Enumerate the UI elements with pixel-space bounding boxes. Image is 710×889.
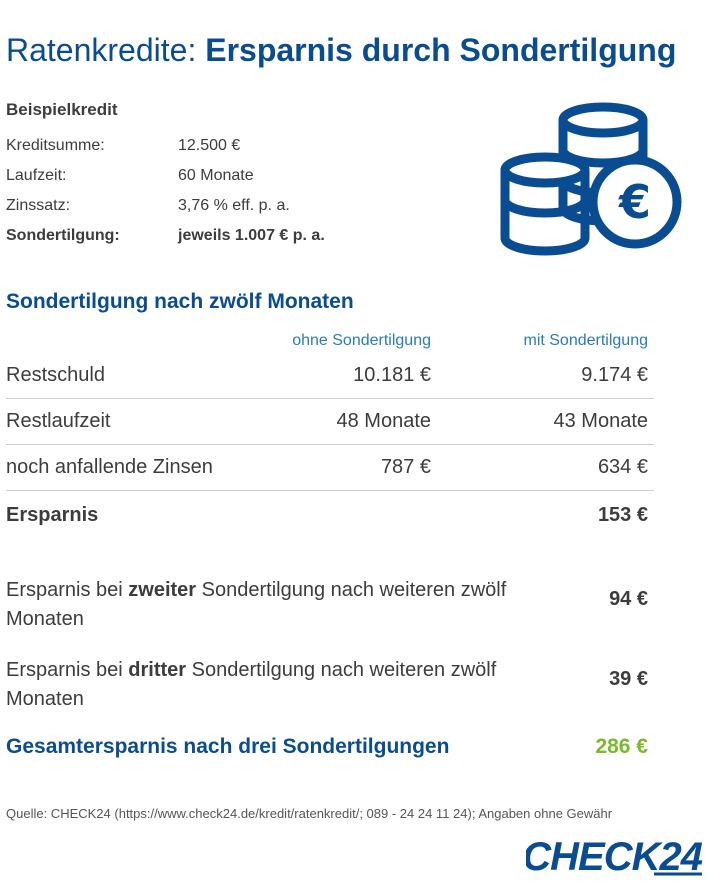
row-value-without: 787 €: [380, 456, 431, 478]
example-row-rate: Zinssatz: 3,76 % eff. p. a.: [6, 197, 290, 215]
extra-savings-second-value: 94 €: [609, 588, 648, 610]
total-label: Gesamtersparnis nach drei Sondertilgunge…: [6, 735, 450, 758]
total-value: 286 €: [595, 735, 648, 758]
example-row-term: Laufzeit: 60 Monate: [6, 167, 254, 185]
example-label: Kreditsumme:: [6, 137, 105, 154]
column-header-with: mit Sondertilgung: [523, 332, 648, 349]
section-title: Sondertilgung nach zwölf Monaten: [6, 290, 354, 313]
column-header-without: ohne Sondertilgung: [292, 332, 431, 349]
example-value: jeweils 1.007 € p. a.: [178, 227, 325, 244]
extra-text: Ersparnis bei: [6, 659, 129, 681]
row-value-with: 9.174 €: [581, 364, 648, 386]
row-value-with: 43 Monate: [553, 410, 648, 432]
example-row-amount: Kreditsumme: 12.500 €: [6, 137, 240, 155]
extra-text: Sondertilgung nach weiteren zwölf Monate…: [6, 579, 507, 630]
example-value: 12.500 €: [178, 137, 241, 154]
example-label: Zinssatz:: [6, 197, 71, 214]
example-value: 3,76 % eff. p. a.: [178, 197, 290, 214]
extra-text-bold: zweiter: [128, 579, 197, 601]
row-divider: [6, 398, 654, 399]
savings-value: 153 €: [597, 504, 648, 526]
row-value-without: 48 Monate: [336, 410, 431, 432]
logo-text: CHECK24: [526, 835, 703, 879]
savings-label: Ersparnis: [6, 504, 99, 526]
extra-savings-second: Ersparnis bei zweiter Sondertilgung nach…: [6, 576, 526, 634]
source-note: Quelle: CHECK24 (https://www.check24.de/…: [6, 806, 613, 821]
euro-coins-icon: €: [500, 102, 682, 256]
extra-savings-third-value: 39 €: [609, 668, 648, 690]
extra-text-bold: dritter: [128, 659, 187, 681]
example-heading: Beispielkredit: [6, 100, 118, 119]
row-label: Restlaufzeit: [6, 410, 111, 432]
row-label: Restschuld: [6, 364, 105, 386]
example-label: Sondertilgung:: [6, 227, 120, 244]
title-prefix: Ratenkredite:: [6, 32, 206, 68]
extra-text: Sondertilgung nach weiteren zwölf Monate…: [6, 659, 497, 710]
row-label: noch anfallende Zinsen: [6, 456, 213, 478]
extra-savings-third: Ersparnis bei dritter Sondertilgung nach…: [6, 656, 526, 714]
extra-text: Ersparnis bei: [6, 579, 129, 601]
example-value: 60 Monate: [178, 167, 254, 184]
example-row-special: Sondertilgung: jeweils 1.007 € p. a.: [6, 227, 325, 245]
row-divider: [6, 490, 654, 491]
page-title: Ratenkredite: Ersparnis durch Sondertilg…: [6, 32, 676, 69]
euro-symbol: €: [618, 175, 651, 229]
example-label: Laufzeit:: [6, 167, 67, 184]
title-main: Ersparnis durch Sondertilgung: [205, 32, 677, 68]
row-value-without: 10.181 €: [353, 364, 431, 386]
row-divider: [6, 444, 654, 445]
check24-logo: CHECK24: [526, 835, 704, 879]
row-value-with: 634 €: [597, 456, 648, 478]
